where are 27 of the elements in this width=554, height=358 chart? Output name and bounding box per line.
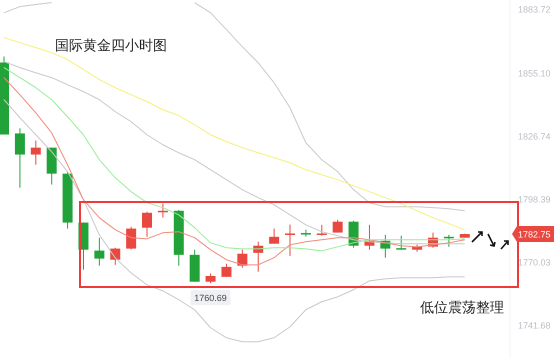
candlestick [30, 140, 41, 166]
candlestick [142, 211, 152, 238]
line-series [3, 37, 466, 230]
candlestick [285, 224, 296, 256]
candlestick [269, 228, 280, 244]
y-tick-label: 1855.10 [518, 68, 551, 78]
candlestick [237, 249, 248, 268]
candlestick [396, 235, 406, 250]
candlestick [126, 226, 136, 250]
candlestick [206, 273, 216, 284]
y-tick-label: 1798.39 [518, 194, 551, 204]
candlestick [221, 263, 232, 278]
annotation: 低位震荡整理 [420, 299, 504, 315]
candlestick [94, 237, 104, 266]
text: 1782.75 [518, 230, 551, 240]
text: 国际黄金四小时图 [55, 37, 167, 53]
candlestick [14, 128, 25, 188]
candlestick [444, 234, 454, 248]
candlestick [332, 219, 343, 234]
candlestick [316, 224, 327, 236]
candlestick [253, 241, 264, 272]
candlestick [158, 203, 168, 218]
y-tick-label: 1826.74 [518, 131, 551, 142]
y-tick-label: 1770.03 [518, 258, 551, 268]
annotation: 1760.69 [194, 293, 227, 304]
y-tick-label: 1741.68 [518, 320, 551, 331]
y-tick-label: 1883.72 [518, 4, 551, 15]
